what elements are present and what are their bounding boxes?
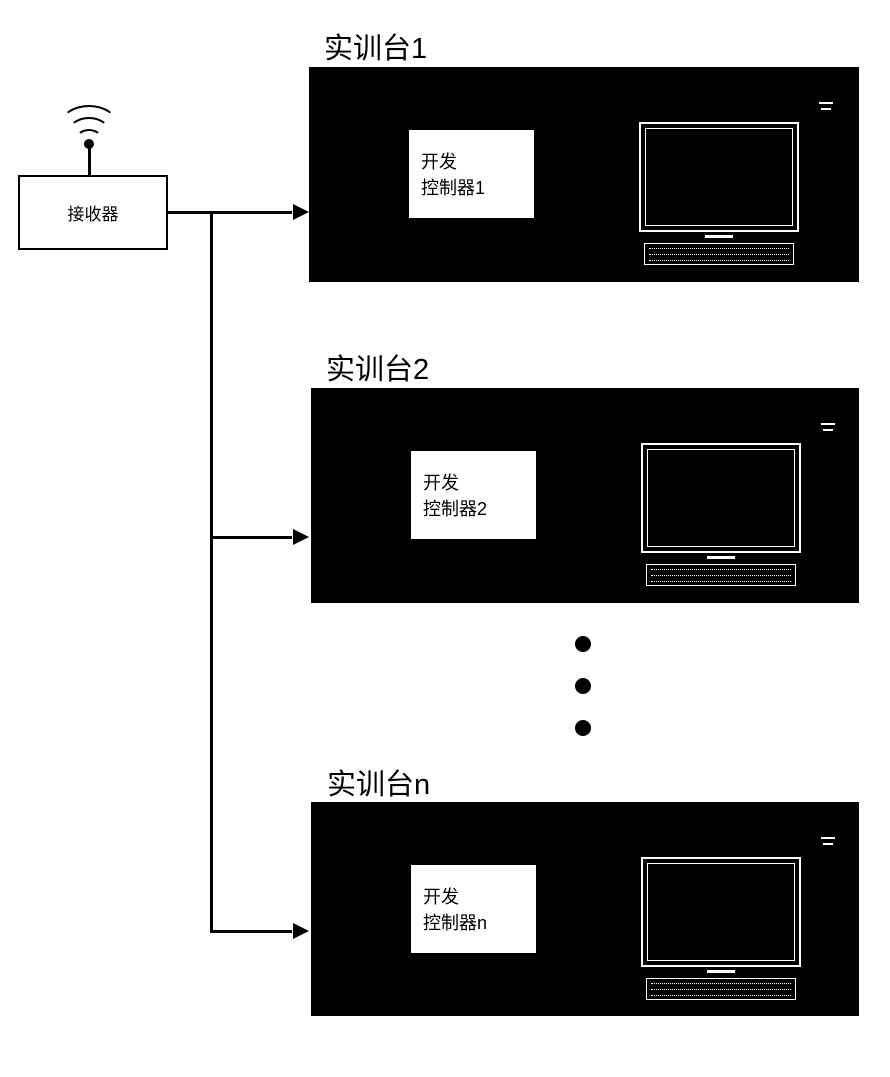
arrow-right-icon	[293, 923, 309, 939]
receiver-box: 接收器	[18, 175, 168, 250]
decor-tick	[819, 102, 833, 104]
decor-tick	[821, 423, 835, 425]
dev-controller-box: 开发控制器2	[411, 451, 536, 539]
monitor-icon	[639, 122, 799, 232]
connector-line	[210, 211, 292, 214]
monitor-stand	[707, 556, 735, 559]
keyboard-icon	[646, 978, 796, 1000]
station-panel: 开发控制器1	[309, 67, 859, 282]
arrow-right-icon	[293, 204, 309, 220]
station-title: 实训台1	[324, 25, 427, 67]
station-panel: 开发控制器2	[311, 388, 859, 603]
dev-controller-line2: 控制器1	[421, 174, 485, 200]
dev-controller-line2: 控制器2	[423, 495, 487, 521]
diagram-root: 接收器 实训台1开发控制器1实训台2开发控制器2实训台n开发控制器n	[0, 0, 890, 1077]
dev-controller-line1: 开发	[423, 883, 459, 909]
station-title: 实训台2	[326, 346, 429, 388]
station-title: 实训台n	[327, 761, 430, 803]
connector-line	[210, 536, 292, 539]
monitor-stand	[705, 235, 733, 238]
dev-controller-box: 开发控制器1	[409, 130, 534, 218]
decor-tick	[821, 837, 835, 839]
monitor-stand	[707, 970, 735, 973]
receiver-label: 接收器	[68, 200, 119, 225]
ellipsis-dot	[575, 636, 591, 652]
ellipsis-dot	[575, 678, 591, 694]
ellipsis-dot	[575, 720, 591, 736]
keyboard-icon	[646, 564, 796, 586]
dev-controller-line1: 开发	[423, 469, 459, 495]
arrow-right-icon	[293, 529, 309, 545]
bus-vertical	[210, 212, 213, 932]
dev-controller-line1: 开发	[421, 148, 457, 174]
decor-tick	[823, 843, 833, 845]
bus-stub	[168, 211, 212, 214]
dev-controller-box: 开发控制器n	[411, 865, 536, 953]
decor-tick	[821, 108, 831, 110]
connector-line	[210, 930, 292, 933]
dev-controller-line2: 控制器n	[423, 909, 487, 935]
monitor-icon	[641, 443, 801, 553]
keyboard-icon	[644, 243, 794, 265]
monitor-icon	[641, 857, 801, 967]
decor-tick	[823, 429, 833, 431]
station-panel: 开发控制器n	[311, 802, 859, 1016]
